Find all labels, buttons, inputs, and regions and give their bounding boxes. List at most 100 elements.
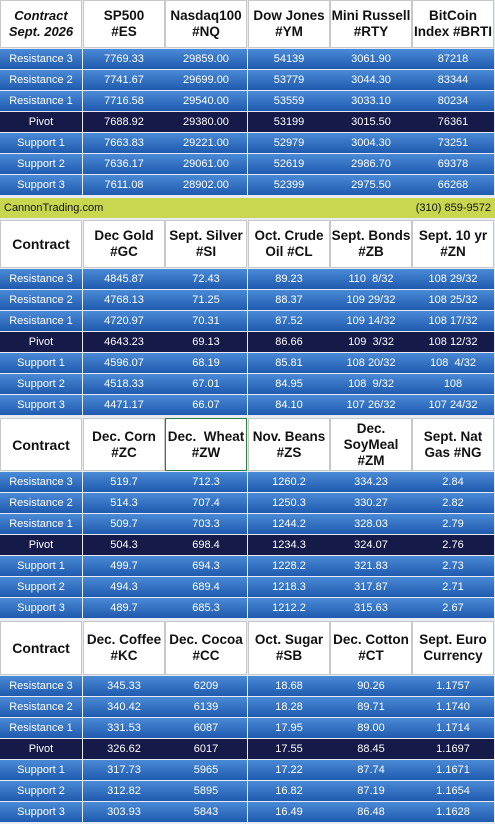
header-cell: Sept. Nat Gas #NG (412, 418, 494, 471)
value-cell: 6139 (165, 697, 247, 717)
header-text: Dec. Corn (92, 428, 156, 444)
header-text: Nasdaq100 (170, 8, 242, 23)
header-text: Contract (12, 640, 70, 656)
value-cell: 2.73 (412, 556, 494, 576)
value-cell: 2.71 (412, 577, 494, 597)
value-cell: 707.4 (165, 493, 247, 513)
value-cell: 68.19 (165, 353, 247, 373)
header-text: Contract (12, 436, 70, 453)
value-cell: 80234 (412, 91, 494, 111)
value-cell: 2.82 (412, 493, 494, 513)
value-cell: 324.07 (330, 535, 412, 555)
header-text: #ES (111, 24, 137, 39)
row-label: Resistance 2 (0, 290, 82, 310)
header-text: Dec. Wheat (167, 428, 245, 444)
value-cell: 1.1628 (412, 802, 494, 822)
value-cell: 331.53 (83, 718, 165, 738)
value-cell: 70.31 (165, 311, 247, 331)
value-cell: 107 24/32 (412, 395, 494, 415)
value-cell: 29380.00 (165, 112, 247, 132)
value-cell: 109 3/32 (330, 332, 412, 352)
header-cell: Sept. Silver #SI (165, 220, 247, 268)
row-label: Support 1 (0, 760, 82, 780)
value-cell: 3033.10 (330, 91, 412, 111)
header-text: Dow Jones (253, 8, 325, 23)
value-cell: 108 25/32 (412, 290, 494, 310)
value-cell: 712.3 (165, 472, 247, 492)
value-cell: 4845.87 (83, 269, 165, 289)
value-cell: 87.19 (330, 781, 412, 801)
header-text: #ZM (357, 452, 385, 468)
header-text: #ZS (276, 444, 302, 460)
header-cell: Mini Russell #RTY (330, 0, 412, 48)
value-cell: 29061.00 (165, 154, 247, 174)
value-cell: 519.7 (83, 472, 165, 492)
header-cell: Nov. Beans #ZS (248, 418, 330, 471)
value-cell: 16.82 (248, 781, 330, 801)
header-cell: Dec. Cocoa #CC (165, 621, 247, 675)
value-cell: 312.82 (83, 781, 165, 801)
value-cell: 499.7 (83, 556, 165, 576)
header-cell: Dow Jones #YM (248, 0, 330, 48)
header-text: Contract (12, 236, 70, 252)
value-cell: 108 29/32 (412, 269, 494, 289)
header-text: Dec. Cocoa (169, 632, 243, 647)
value-cell: 504.3 (83, 535, 165, 555)
value-cell: 509.7 (83, 514, 165, 534)
value-cell: 1250.3 (248, 493, 330, 513)
header-text: Mini Russell (331, 8, 411, 23)
value-cell: 703.3 (165, 514, 247, 534)
value-cell: 66.07 (165, 395, 247, 415)
value-cell: 4596.07 (83, 353, 165, 373)
value-cell: 52399 (248, 175, 330, 195)
value-cell: 698.4 (165, 535, 247, 555)
value-cell: 6087 (165, 718, 247, 738)
row-label: Support 3 (0, 175, 82, 195)
value-cell: 87.52 (248, 311, 330, 331)
header-text: #CC (192, 648, 220, 663)
header-cell: Dec. Coffee #KC (83, 621, 165, 675)
value-cell: 90.26 (330, 676, 412, 696)
value-cell: 88.45 (330, 739, 412, 759)
value-cell: 5965 (165, 760, 247, 780)
value-cell: 83344 (412, 70, 494, 90)
value-cell: 84.10 (248, 395, 330, 415)
value-cell: 53559 (248, 91, 330, 111)
row-label: Resistance 3 (0, 49, 82, 69)
value-cell: 1.1697 (412, 739, 494, 759)
value-cell: 108 12/32 (412, 332, 494, 352)
row-label: Resistance 1 (0, 718, 82, 738)
row-label: Pivot (0, 535, 82, 555)
row-label: Support 2 (0, 154, 82, 174)
header-text: Nov. Beans (252, 428, 326, 444)
value-cell: 29859.00 (165, 49, 247, 69)
value-cell: 328.03 (330, 514, 412, 534)
value-cell: 315.63 (330, 598, 412, 618)
header-cell: Dec. Corn #ZC (83, 418, 165, 471)
value-cell: 71.25 (165, 290, 247, 310)
value-cell: 108 4/32 (412, 353, 494, 373)
value-cell: 108 (412, 374, 494, 394)
value-cell: 345.33 (83, 676, 165, 696)
value-cell: 3044.30 (330, 70, 412, 90)
value-cell: 7688.92 (83, 112, 165, 132)
value-cell: 326.62 (83, 739, 165, 759)
header-cell: BitCoin Index #BRTI (412, 0, 494, 48)
value-cell: 108 17/32 (412, 311, 494, 331)
banner-site: CannonTrading.com (4, 202, 104, 214)
value-cell: 2986.70 (330, 154, 412, 174)
value-cell: 5895 (165, 781, 247, 801)
value-cell: 340.42 (83, 697, 165, 717)
value-cell: 2.67 (412, 598, 494, 618)
row-label: Resistance 1 (0, 514, 82, 534)
value-cell: 4643.23 (83, 332, 165, 352)
value-cell: 110 8/32 (330, 269, 412, 289)
value-cell: 334.23 (330, 472, 412, 492)
value-cell: 29221.00 (165, 133, 247, 153)
value-cell: 7636.17 (83, 154, 165, 174)
row-label: Resistance 2 (0, 493, 82, 513)
header-cell: Contract Sept. 2026 (0, 0, 82, 48)
value-cell: 7769.33 (83, 49, 165, 69)
header-text: #SI (195, 244, 217, 259)
value-cell: 1260.2 (248, 472, 330, 492)
